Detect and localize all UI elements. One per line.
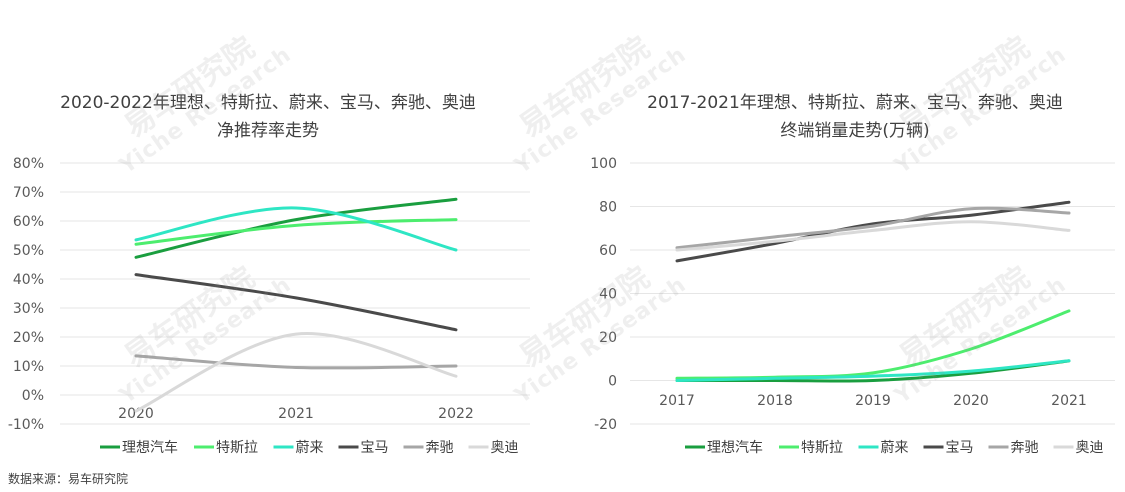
y-tick-label: 80	[599, 200, 617, 216]
legend-label: 宝马	[946, 440, 974, 456]
chart-title-line: 2017-2021年理想、特斯拉、蔚来、宝马、奔驰、奥迪	[647, 93, 1063, 113]
legend-label: 蔚来	[296, 440, 324, 456]
y-tick-label: 0%	[22, 388, 44, 404]
series-line-5	[134, 332, 458, 413]
y-tick-label: 60	[599, 243, 617, 259]
series-line-1	[134, 218, 458, 246]
legend-label: 奥迪	[1076, 439, 1104, 456]
series-line-3	[134, 273, 458, 332]
y-tick-label: 100	[590, 156, 617, 172]
x-tick-label: 2019	[855, 393, 891, 409]
series-line-5	[675, 220, 1071, 252]
x-tick-label: 2021	[1051, 393, 1087, 409]
series-line-2	[134, 206, 458, 252]
chart-title-line: 2020-2022年理想、特斯拉、蔚来、宝马、奔驰、奥迪	[60, 93, 476, 113]
sales-chart: 2017-2021年理想、特斯拉、蔚来、宝马、奔驰、奥迪 终端销量走势(万辆) 10…	[565, 0, 1125, 470]
y-tick-label: -20	[594, 417, 617, 433]
series-line-4	[134, 354, 458, 370]
legend-label: 理想汽车	[707, 439, 763, 456]
y-tick-label: 70%	[13, 185, 44, 201]
chart-title-line: 净推荐率走势	[217, 121, 319, 141]
y-tick-label: -10%	[8, 417, 44, 433]
y-tick-label: 30%	[13, 301, 44, 317]
y-tick-label: 10%	[13, 359, 44, 375]
y-tick-label: 20	[599, 330, 617, 346]
legend-label: 特斯拉	[801, 440, 843, 456]
legend-label: 奔驰	[1011, 440, 1039, 456]
y-tick-label: 20%	[13, 330, 44, 346]
chart-title-line: 终端销量走势(万辆)	[780, 121, 929, 141]
x-tick-label: 2020	[118, 406, 154, 422]
y-tick-label: 80%	[13, 156, 44, 172]
y-tick-label: 0	[608, 374, 617, 390]
series-line-0	[134, 197, 458, 259]
legend-label: 蔚来	[881, 440, 909, 456]
legend-label: 奔驰	[426, 440, 454, 456]
y-tick-label: 40%	[13, 272, 44, 288]
legend-label: 理想汽车	[122, 439, 178, 456]
series-line-2	[675, 359, 1071, 382]
x-tick-label: 2017	[659, 393, 695, 409]
series-line-4	[675, 206, 1071, 250]
legend-label: 宝马	[361, 440, 389, 456]
y-tick-label: 60%	[13, 214, 44, 230]
x-tick-label: 2022	[438, 406, 474, 422]
y-tick-label: 50%	[13, 243, 44, 259]
x-tick-label: 2021	[278, 406, 314, 422]
x-tick-label: 2020	[953, 393, 989, 409]
y-tick-label: 40	[599, 287, 617, 303]
legend-label: 特斯拉	[216, 440, 258, 456]
series-line-3	[675, 200, 1071, 263]
nps-chart: 2020-2022年理想、特斯拉、蔚来、宝马、奔驰、奥迪 净推荐率走势 80% 70%…	[0, 0, 560, 470]
source-note: 数据来源：易车研究院	[8, 472, 129, 486]
x-tick-label: 2018	[757, 393, 793, 409]
legend-label: 奥迪	[491, 439, 519, 456]
